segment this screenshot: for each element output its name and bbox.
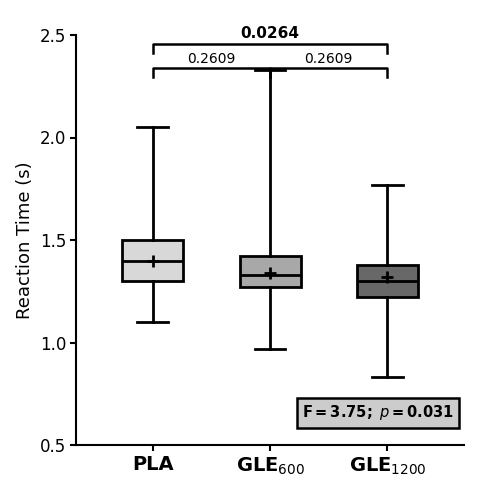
Text: 0.0264: 0.0264 — [240, 26, 300, 41]
Text: $\bf{F = 3.75;}$ $\it{p}$$\bf{ = 0.031}$: $\bf{F = 3.75;}$ $\it{p}$$\bf{ = 0.031}$ — [302, 404, 454, 422]
Y-axis label: Reaction Time (s): Reaction Time (s) — [16, 161, 34, 319]
PathPatch shape — [357, 264, 418, 298]
PathPatch shape — [239, 256, 301, 287]
Text: 0.2609: 0.2609 — [304, 52, 353, 66]
PathPatch shape — [122, 240, 183, 281]
Text: 0.2609: 0.2609 — [187, 52, 236, 66]
